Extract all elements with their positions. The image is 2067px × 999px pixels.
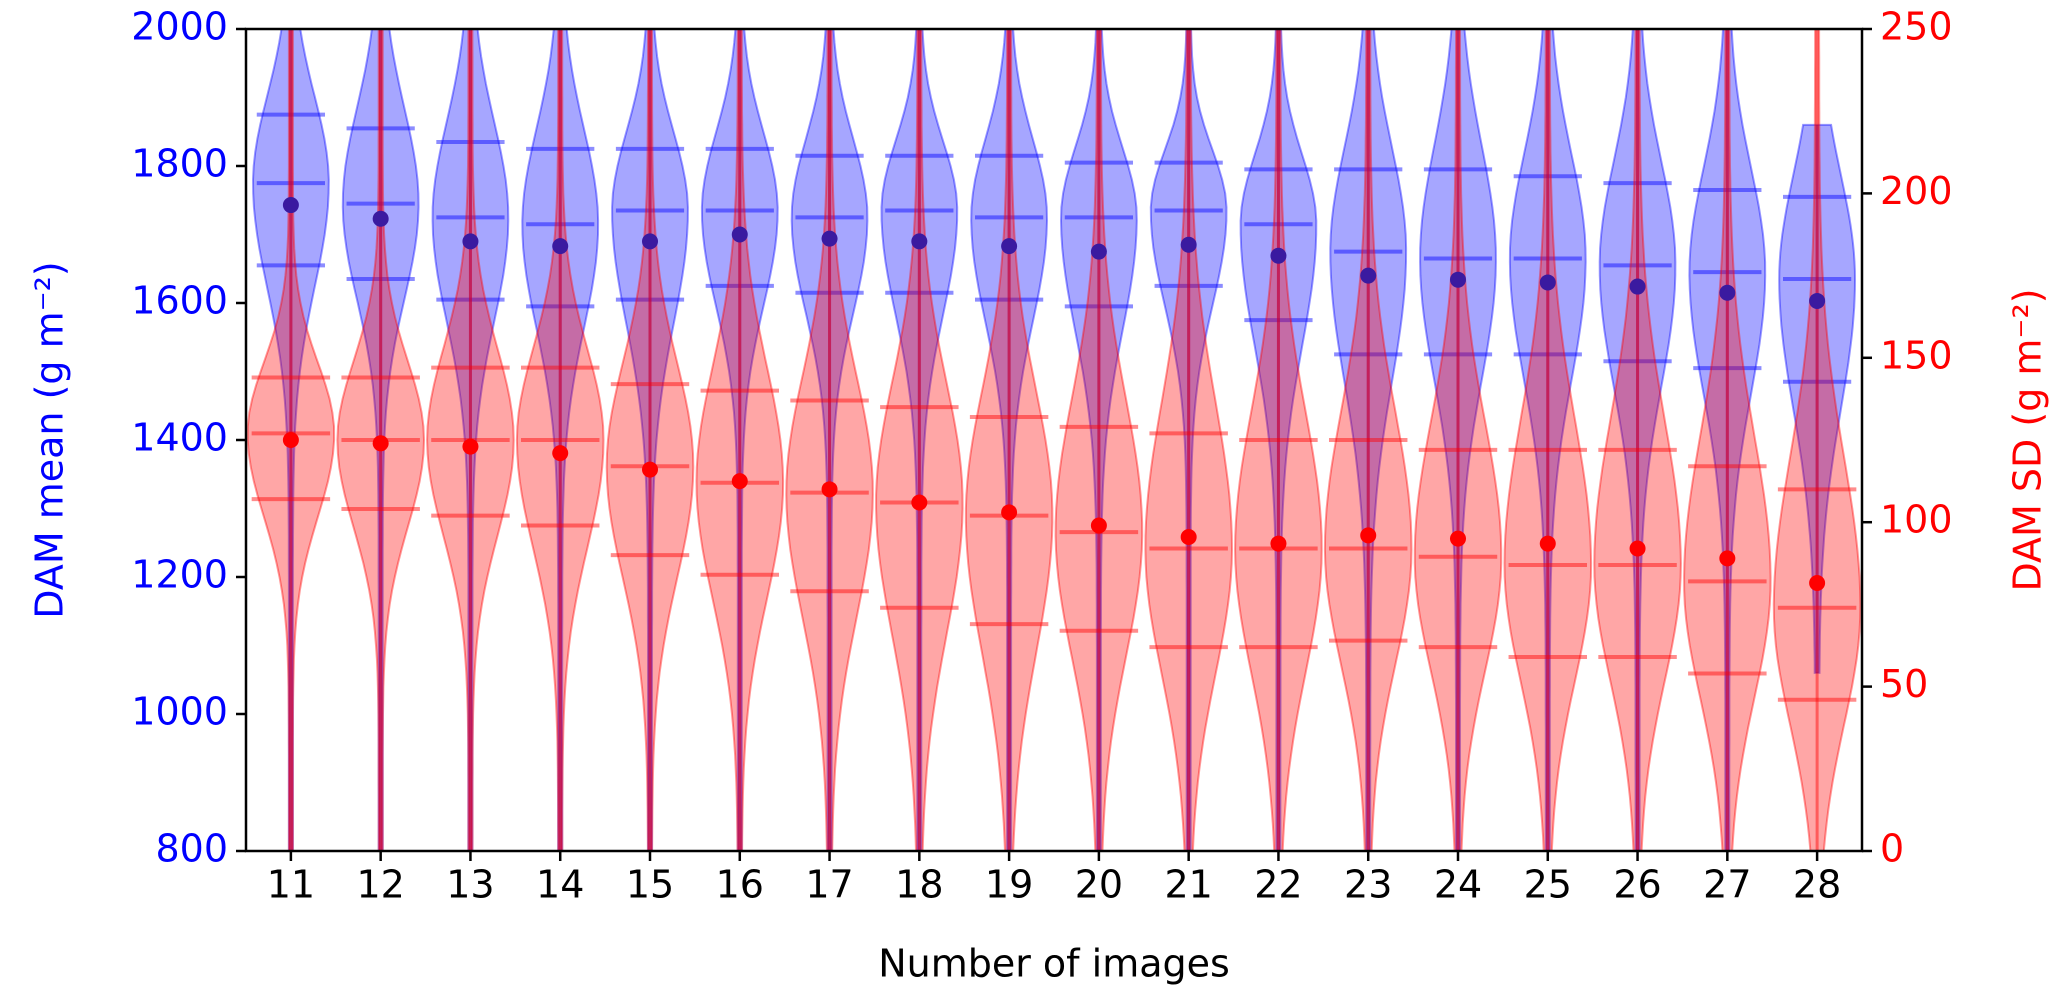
- y-tick-label: 1800: [131, 142, 228, 186]
- mean-dot: [1180, 528, 1197, 545]
- mean-dot: [1090, 517, 1107, 534]
- x-tick-label: 12: [356, 863, 404, 907]
- x-tick-label: 15: [626, 863, 674, 907]
- y-axis-label: DAM mean (g m⁻²): [28, 261, 72, 618]
- x-tick-label: 28: [1793, 863, 1841, 907]
- mean-dot: [1629, 540, 1646, 557]
- y2-tick-label: 150: [1880, 333, 1953, 377]
- y-tick-label: 800: [155, 827, 228, 871]
- mean-dot: [642, 461, 658, 478]
- x-tick-label: 24: [1434, 863, 1482, 907]
- mean-dot: [1450, 530, 1466, 547]
- mean-dot: [911, 494, 928, 511]
- mean-dot: [1539, 274, 1556, 291]
- y2-tick-label: 100: [1880, 498, 1953, 542]
- mean-dot: [1001, 504, 1018, 521]
- mean-dot: [1270, 535, 1287, 552]
- x-tick-label: 22: [1254, 863, 1302, 907]
- y-tick-label: 1200: [131, 553, 228, 597]
- x-tick-label: 18: [895, 863, 943, 907]
- mean-dot: [372, 435, 389, 452]
- x-tick-label: 19: [985, 863, 1033, 907]
- x-tick-label: 27: [1703, 863, 1751, 907]
- y-tick-label: 2000: [131, 5, 228, 49]
- mean-dot: [821, 230, 838, 247]
- y2-tick-label: 250: [1880, 5, 1953, 49]
- y-tick-label: 1600: [131, 279, 228, 323]
- mean-dot: [1539, 535, 1556, 552]
- y-tick-label: 1000: [131, 690, 228, 734]
- mean-dot: [1180, 236, 1197, 253]
- mean-dot: [282, 197, 299, 214]
- mean-dot: [372, 210, 389, 227]
- mean-dot: [462, 438, 479, 455]
- mean-dot: [911, 233, 928, 250]
- mean-dot: [282, 432, 299, 448]
- mean-dot: [1001, 238, 1018, 255]
- x-tick-label: 25: [1524, 863, 1572, 907]
- mean-dot: [1090, 243, 1107, 260]
- x-tick-label: 17: [805, 863, 853, 907]
- mean-dot: [1360, 267, 1377, 284]
- x-tick-label: 11: [267, 863, 315, 907]
- violin-body: [1778, 123, 1857, 674]
- mean-dot: [552, 445, 569, 462]
- mean-dot: [1809, 292, 1826, 309]
- x-tick-label: 23: [1344, 863, 1392, 907]
- mean-dot: [1629, 278, 1646, 295]
- mean-dot: [1270, 247, 1287, 264]
- y2-axis-label: DAM SD (g m⁻²): [2006, 288, 2050, 591]
- mean-dot: [1450, 271, 1466, 288]
- x-axis-label: Number of images: [878, 942, 1230, 986]
- y2-tick-label: 200: [1880, 169, 1953, 213]
- x-tick-label: 20: [1075, 863, 1123, 907]
- mean-dot: [1719, 284, 1736, 301]
- x-tick-label: 26: [1613, 863, 1661, 907]
- x-tick-label: 16: [716, 863, 764, 907]
- mean-dot: [821, 481, 838, 498]
- x-tick-label: 21: [1164, 863, 1212, 907]
- mean-dot: [1360, 527, 1377, 544]
- mean-dot: [1809, 575, 1826, 592]
- mean-dot: [642, 233, 658, 250]
- mean-dot: [731, 226, 748, 243]
- y2-tick-label: 50: [1880, 662, 1928, 706]
- x-tick-label: 14: [536, 863, 584, 907]
- mean-dot: [731, 473, 748, 490]
- y-tick-label: 1400: [131, 416, 228, 460]
- mean-dot: [552, 238, 569, 255]
- y2-tick-label: 0: [1880, 827, 1904, 871]
- mean-dot: [1719, 550, 1736, 567]
- x-tick-label: 13: [446, 863, 494, 907]
- mean-dot: [462, 233, 479, 250]
